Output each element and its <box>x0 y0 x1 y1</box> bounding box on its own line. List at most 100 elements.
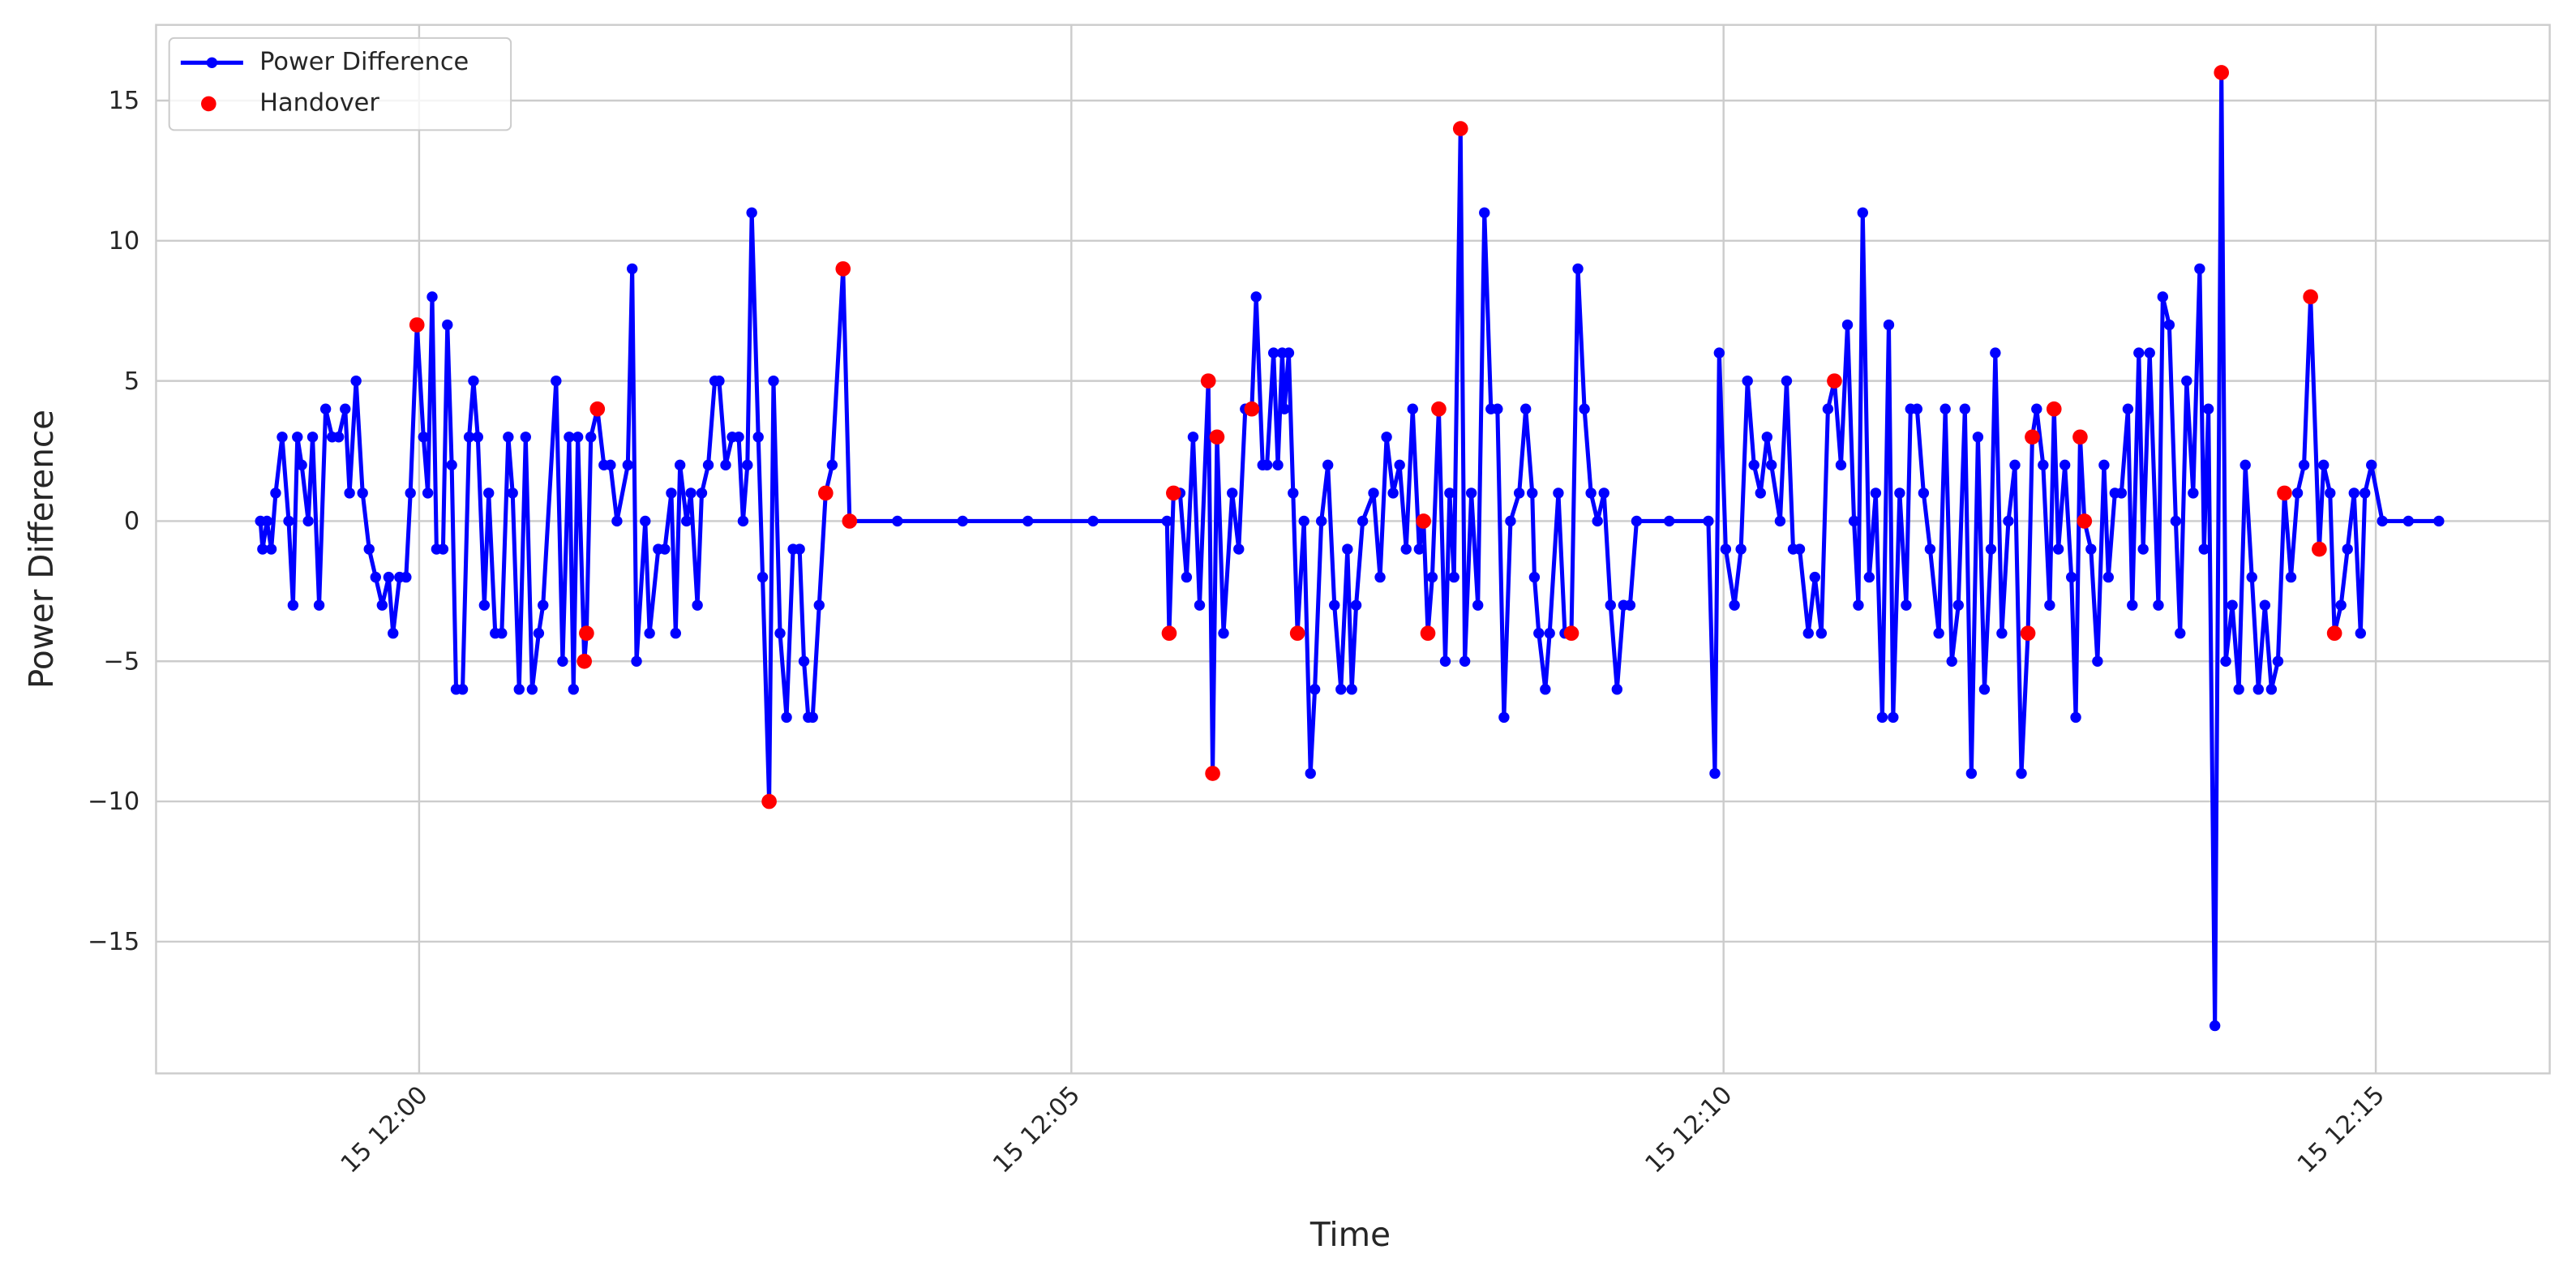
line-marker <box>442 319 453 331</box>
line-marker <box>666 487 677 499</box>
line-marker <box>1022 515 1034 527</box>
scatter-point <box>835 261 851 277</box>
line-marker <box>670 628 681 639</box>
legend-swatch <box>206 57 218 68</box>
line-marker <box>768 375 779 387</box>
line-marker <box>1283 347 1295 359</box>
line-marker <box>585 432 597 443</box>
line-marker <box>1990 347 2001 359</box>
line-marker <box>1841 319 1854 331</box>
line-marker <box>692 599 703 611</box>
line-marker <box>1918 487 1930 499</box>
line-marker <box>538 599 549 611</box>
scatter-point <box>1431 401 1447 417</box>
line-marker <box>503 432 514 443</box>
line-marker <box>478 599 491 611</box>
line-marker <box>1709 767 1721 779</box>
line-marker <box>2188 487 2199 499</box>
line-marker <box>472 432 484 443</box>
line-marker <box>2157 291 2168 303</box>
line-marker <box>1520 403 1532 414</box>
line-marker <box>1894 487 1905 499</box>
line-marker <box>350 375 362 387</box>
scatter-point <box>2072 429 2088 445</box>
line-marker <box>1272 459 1284 471</box>
line-marker <box>333 432 345 443</box>
line-marker <box>1985 543 1997 555</box>
line-marker <box>1781 375 1793 387</box>
scatter-point <box>589 401 606 417</box>
line-marker <box>1713 347 1725 359</box>
line-marker <box>2259 599 2271 611</box>
scatter-point <box>1200 373 1216 389</box>
line-marker <box>376 599 388 611</box>
line-marker <box>2102 571 2114 583</box>
legend-label: Handover <box>259 88 379 117</box>
line-marker <box>2265 684 2278 695</box>
line-marker <box>2355 628 2366 639</box>
y-tick-label: 5 <box>124 367 139 396</box>
line-marker <box>1267 347 1279 359</box>
line-marker <box>1579 403 1590 414</box>
line-marker <box>631 655 642 667</box>
line-marker <box>1527 487 1538 499</box>
scatter-point <box>1244 401 1260 417</box>
line-marker <box>1924 543 1936 555</box>
line-marker <box>2163 319 2175 331</box>
scatter-point <box>2020 625 2036 642</box>
line-marker <box>2285 571 2297 583</box>
scatter-point <box>1420 625 1436 642</box>
scatter-point <box>2046 401 2062 417</box>
line-marker <box>1357 515 1369 527</box>
scatter-point <box>2077 513 2093 529</box>
line-marker <box>1996 628 2008 639</box>
line-marker <box>1863 571 1875 583</box>
line-marker <box>2122 403 2134 414</box>
line-marker <box>383 571 395 583</box>
line-marker <box>357 487 368 499</box>
line-marker <box>696 487 708 499</box>
line-marker <box>1342 543 1353 555</box>
line-marker <box>2325 487 2336 499</box>
line-marker <box>1439 655 1451 667</box>
line-marker <box>2144 347 2155 359</box>
y-tick-label: 0 <box>124 508 139 536</box>
legend-box <box>168 37 512 131</box>
y-tick-label: −5 <box>103 647 139 676</box>
line-marker <box>957 515 968 527</box>
scatter-point <box>1205 766 1220 781</box>
line-marker <box>557 655 568 667</box>
line-marker <box>261 515 272 527</box>
line-marker <box>1663 515 1675 527</box>
line-marker <box>437 543 449 555</box>
line-marker <box>2359 487 2371 499</box>
line-marker <box>622 459 634 471</box>
line-marker <box>794 543 805 555</box>
line-marker <box>1857 207 1868 218</box>
line-marker <box>468 375 479 387</box>
line-marker <box>644 628 655 639</box>
line-marker <box>798 655 810 667</box>
line-marker <box>2052 543 2064 555</box>
line-marker <box>1959 403 1971 414</box>
marks <box>255 65 2445 1032</box>
line-marker <box>685 487 697 499</box>
line-marker <box>2198 543 2210 555</box>
line-marker <box>781 711 792 724</box>
line-marker <box>742 459 753 471</box>
line-marker <box>526 684 538 695</box>
x-axis-label: Time <box>1309 1215 1391 1254</box>
line-marker <box>1309 684 1321 695</box>
scatter-point <box>1563 625 1579 642</box>
line-marker <box>1940 403 1951 414</box>
line-marker <box>1952 599 1964 611</box>
line-marker <box>1528 571 1541 583</box>
line-marker <box>1605 599 1616 611</box>
line-marker <box>302 515 314 527</box>
line-marker <box>1870 487 1882 499</box>
y-tick-label: −10 <box>88 788 139 816</box>
line-marker <box>1413 543 1425 555</box>
line-marker <box>370 571 381 583</box>
line-marker <box>1218 628 1229 639</box>
